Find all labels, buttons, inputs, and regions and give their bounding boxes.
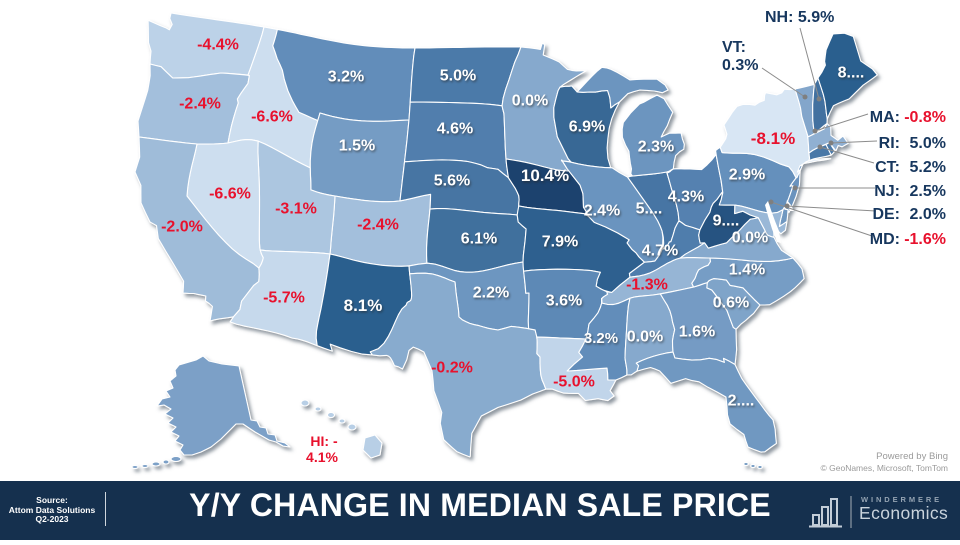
svg-text:VT:: VT: bbox=[722, 39, 746, 56]
svg-text:3.2%: 3.2% bbox=[584, 330, 618, 347]
svg-text:0.6%: 0.6% bbox=[713, 295, 749, 312]
svg-text:2.3%: 2.3% bbox=[638, 139, 674, 156]
svg-text:0.3%: 0.3% bbox=[722, 57, 758, 74]
svg-text:Powered by Bing: Powered by Bing bbox=[876, 451, 948, 462]
svg-text:4.1%: 4.1% bbox=[306, 449, 338, 465]
svg-text:3.6%: 3.6% bbox=[546, 293, 582, 310]
svg-text:-0.8%: -0.8% bbox=[904, 109, 946, 126]
svg-text:4.7%: 4.7% bbox=[642, 243, 678, 260]
svg-text:7.9%: 7.9% bbox=[542, 234, 578, 251]
svg-text:-8.1%: -8.1% bbox=[751, 129, 795, 148]
svg-text:-2.0%: -2.0% bbox=[161, 219, 203, 236]
svg-text:2.0%: 2.0% bbox=[910, 206, 946, 223]
svg-text:4.3%: 4.3% bbox=[668, 189, 704, 206]
svg-text:-6.6%: -6.6% bbox=[251, 109, 293, 126]
svg-text:6.9%: 6.9% bbox=[569, 119, 605, 136]
svg-text:5.2%: 5.2% bbox=[910, 159, 946, 176]
svg-text:-0.2%: -0.2% bbox=[431, 360, 473, 377]
svg-text:2....: 2.... bbox=[728, 393, 755, 410]
svg-text:4.6%: 4.6% bbox=[437, 121, 473, 138]
svg-text:-3.1%: -3.1% bbox=[275, 201, 317, 218]
svg-text:-5.0%: -5.0% bbox=[553, 374, 595, 391]
svg-text:5....: 5.... bbox=[636, 201, 663, 218]
svg-text:DE:: DE: bbox=[872, 206, 900, 223]
svg-text:8.1%: 8.1% bbox=[344, 296, 383, 315]
svg-text:3.2%: 3.2% bbox=[328, 69, 364, 86]
svg-text:1.4%: 1.4% bbox=[729, 262, 765, 279]
svg-text:6.1%: 6.1% bbox=[461, 231, 497, 248]
svg-text:0.0%: 0.0% bbox=[512, 93, 548, 110]
svg-text:2.9%: 2.9% bbox=[729, 167, 765, 184]
svg-text:-6.6%: -6.6% bbox=[209, 186, 251, 203]
svg-text:RI:: RI: bbox=[879, 135, 900, 152]
svg-text:5.0%: 5.0% bbox=[910, 135, 946, 152]
svg-text:0.0%: 0.0% bbox=[627, 329, 663, 346]
svg-text:-1.3%: -1.3% bbox=[626, 277, 668, 294]
svg-text:MA:: MA: bbox=[870, 109, 900, 126]
svg-text:1.6%: 1.6% bbox=[679, 324, 715, 341]
svg-text:1.5%: 1.5% bbox=[339, 138, 375, 155]
svg-text:2.4%: 2.4% bbox=[584, 203, 620, 220]
svg-text:2.2%: 2.2% bbox=[473, 285, 509, 302]
svg-text:5.6%: 5.6% bbox=[434, 173, 470, 190]
svg-text:8....: 8.... bbox=[838, 65, 865, 82]
svg-text:10.4%: 10.4% bbox=[521, 166, 569, 185]
svg-text:9....: 9.... bbox=[713, 213, 740, 230]
svg-text:0.0%: 0.0% bbox=[732, 230, 768, 247]
svg-text:-4.4%: -4.4% bbox=[197, 37, 239, 54]
svg-text:MD:: MD: bbox=[870, 231, 900, 248]
svg-text:NH: 5.9%: NH: 5.9% bbox=[765, 9, 834, 26]
svg-text:HI: -: HI: - bbox=[310, 433, 338, 449]
svg-text:-2.4%: -2.4% bbox=[357, 217, 399, 234]
svg-text:-2.4%: -2.4% bbox=[179, 96, 221, 113]
svg-text:2.5%: 2.5% bbox=[910, 183, 946, 200]
svg-text:-5.7%: -5.7% bbox=[263, 290, 305, 307]
svg-text:CT:: CT: bbox=[875, 159, 900, 176]
svg-text:NJ:: NJ: bbox=[874, 183, 900, 200]
svg-text:© GeoNames, Microsoft, TomTom: © GeoNames, Microsoft, TomTom bbox=[821, 463, 949, 473]
svg-text:-1.6%: -1.6% bbox=[904, 231, 946, 248]
svg-text:5.0%: 5.0% bbox=[440, 68, 476, 85]
